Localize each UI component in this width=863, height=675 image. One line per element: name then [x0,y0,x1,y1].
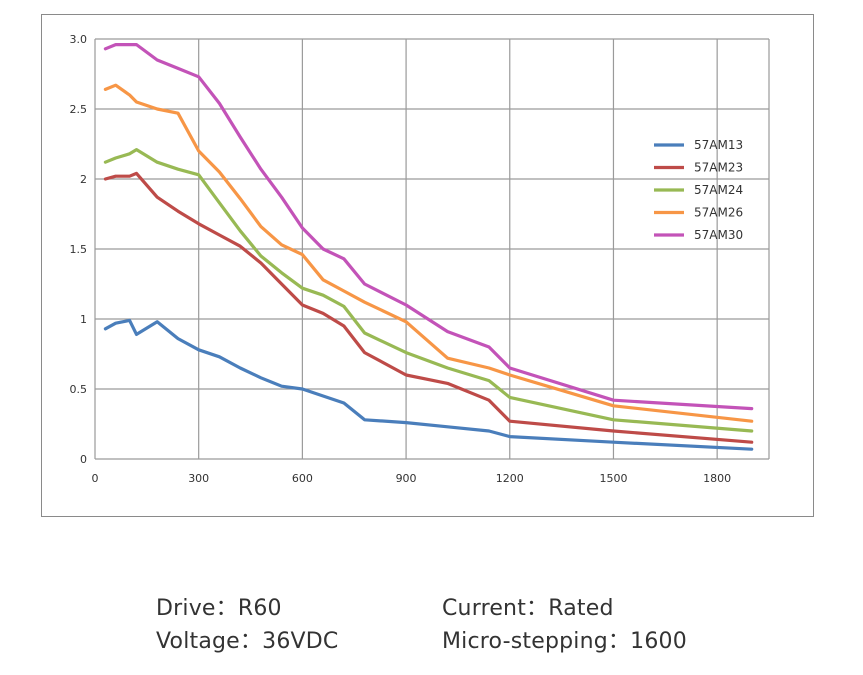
legend-label-57am23: 57AM23 [694,161,743,175]
legend-label-57am26: 57AM26 [694,206,743,220]
x-tick-label: 1800 [703,472,731,485]
x-tick-label: 600 [292,472,313,485]
drive-info: Drive：R60 [156,596,282,621]
y-tick-label: 3.0 [70,33,88,46]
series-line-57am30 [103,43,754,411]
y-tick-label: 0.5 [70,383,88,396]
legend-label-57am24: 57AM24 [694,183,743,197]
voltage-info: Voltage：36VDC [156,629,339,654]
series-line-57am26 [103,83,754,423]
y-tick-label: 0 [80,453,87,466]
series-line-57am24 [103,148,754,433]
y-tick-label: 2 [80,173,87,186]
current-info: Current：Rated [442,596,614,621]
x-tick-label: 1500 [599,472,627,485]
x-tick-label: 0 [92,472,99,485]
legend-label-57am30: 57AM30 [694,228,743,242]
y-tick-label: 1 [80,313,87,326]
chart-frame: 0 0.5 1 1.5 2 2.5 3.0 0 300 600 900 1200 1500 1800 57A… [41,14,814,517]
motor-torque-line-chart: 0 0.5 1 1.5 2 2.5 3.0 0 300 600 900 1200 1500 1800 57A… [70,33,770,485]
y-tick-label: 2.5 [70,103,88,116]
x-tick-label: 1200 [496,472,524,485]
micro-stepping-info: Micro-stepping：1600 [442,629,687,654]
series-line-57am13 [103,318,754,451]
series-line-57am23 [103,171,754,444]
legend-label-57am13: 57AM13 [694,138,743,152]
x-tick-label: 300 [188,472,209,485]
x-tick-label: 900 [396,472,417,485]
y-tick-label: 1.5 [70,243,88,256]
